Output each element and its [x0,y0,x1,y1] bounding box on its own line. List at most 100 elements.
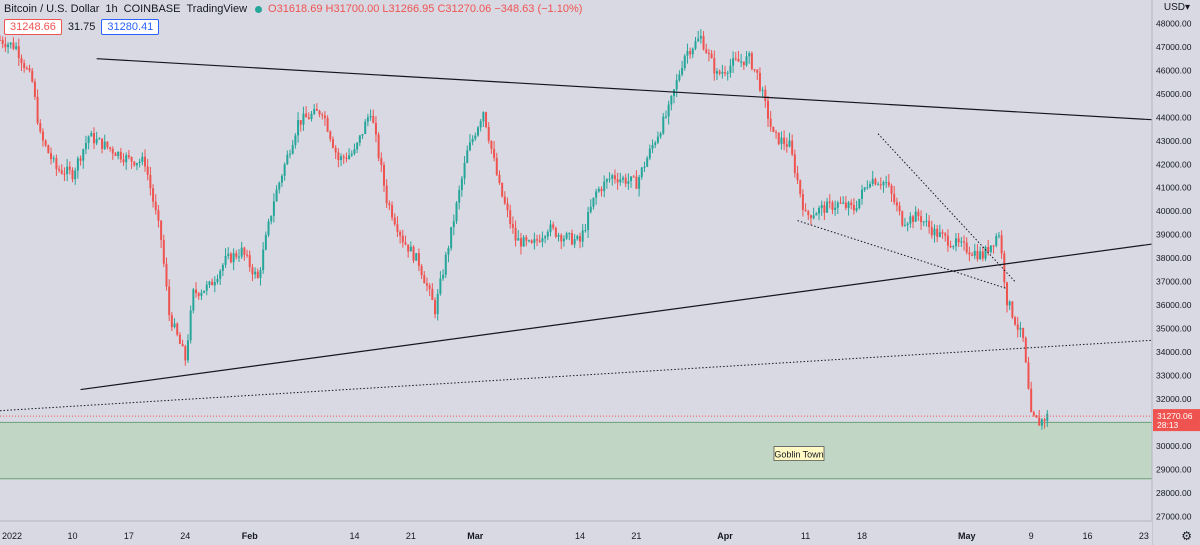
candle-body [522,237,525,247]
candle-body [664,116,667,118]
candle-body [213,282,216,286]
candle-body [331,139,334,148]
buy-button[interactable]: 31280.41 [101,19,160,35]
candle-body [885,182,888,184]
candle-body [820,205,823,208]
candle-body [1038,417,1041,426]
candle-body [149,174,152,189]
y-tick-label: 35000.00 [1156,324,1192,334]
candle-body [184,346,187,361]
candle-body [758,72,761,91]
candle-body [348,155,351,159]
candle-body [1008,301,1011,306]
candle-body [992,245,995,247]
currency-selector[interactable]: USD▾ [1164,2,1190,13]
candle-body [656,136,659,143]
candle-body [79,158,82,161]
candle-body [420,266,423,276]
candle-body [764,89,767,101]
candle-body [447,248,450,255]
candle-body [552,224,555,228]
candle-body [640,167,643,178]
candle-body [936,228,939,237]
candle-body [189,310,192,341]
candle-body [455,202,458,222]
candle-body [385,185,388,204]
price-tag-countdown: 28:13 [1157,420,1179,430]
candle-body [627,181,630,184]
candle-body [847,202,850,208]
candle-body [111,148,114,154]
candle-body [863,187,866,190]
candle-body [662,116,665,134]
candle-body [855,208,858,211]
y-tick-label: 39000.00 [1156,230,1192,240]
interval-label[interactable]: 1h [105,3,118,15]
candle-body [243,247,246,255]
brand-label: TradingView [186,3,248,15]
candle-body [270,215,273,222]
candle-body [76,158,79,171]
x-tick-label: Apr [717,531,733,541]
candle-body [906,223,909,226]
candle-body [624,177,627,184]
candle-body [1043,419,1046,421]
candle-body [793,154,796,174]
candle-body [264,235,267,250]
candle-body [844,202,847,208]
y-tick-label: 43000.00 [1156,136,1192,146]
candle-body [570,233,573,245]
candle-body [74,170,77,180]
candle-body [866,187,869,189]
candle-body [960,241,963,243]
candle-body [718,71,721,74]
candle-body [1046,413,1049,421]
candle-body [157,210,160,221]
candle-body [474,135,477,139]
y-tick-label: 30000.00 [1156,441,1192,451]
candle-body [90,133,93,137]
candle-body [383,164,385,186]
candle-body [702,36,705,50]
candle-body [726,72,729,74]
candle-body [651,144,654,149]
candle-body [976,250,979,260]
candle-body [1000,235,1003,254]
candle-body [895,202,898,206]
candle-body [55,158,58,170]
candle-body [267,221,270,236]
candle-body [928,220,931,228]
candle-body [47,145,50,154]
candle-body [621,177,624,180]
candle-body [979,251,982,260]
candle-body [181,343,184,347]
candle-body [912,216,915,222]
x-tick-label: 21 [406,531,416,541]
candle-body [87,136,90,143]
candle-body [683,55,686,69]
candle-body [541,238,544,242]
candle-body [694,41,697,49]
sell-button[interactable]: 31248.66 [4,19,62,35]
candle-body [415,253,418,261]
candle-body [275,189,278,202]
candle-body [576,236,579,240]
candle-body [259,270,262,278]
candle-body [162,240,165,264]
candle-body [839,202,842,204]
candle-body [914,211,917,222]
y-tick-label: 45000.00 [1156,89,1192,99]
candle-body [519,238,522,247]
candle-body [705,49,708,53]
gear-icon[interactable]: ⚙ [1181,529,1192,543]
candle-body [278,182,281,190]
candle-body [697,38,700,42]
candle-body [707,52,710,54]
candle-body [144,156,147,167]
candle-body [36,96,39,124]
symbol-name[interactable]: Bitcoin / U.S. Dollar [4,3,100,15]
candle-body [297,120,300,136]
candle-body [178,334,181,344]
